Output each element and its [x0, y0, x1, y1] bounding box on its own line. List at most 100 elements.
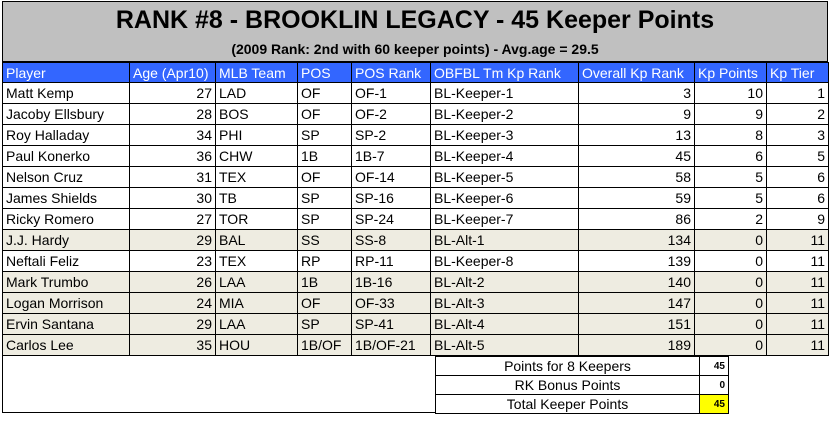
cell-pos[interactable]: OF	[297, 103, 352, 125]
cell-player[interactable]: Ervin Santana	[2, 313, 130, 335]
cell-tm-kp-rank[interactable]: BL-Keeper-8	[430, 250, 579, 272]
cell-kp-tier[interactable]: 2	[766, 103, 829, 125]
cell-age[interactable]: 35	[129, 334, 216, 356]
cell-mlb-team[interactable]: BOS	[215, 103, 298, 125]
cell-kp-points[interactable]: 2	[694, 208, 767, 230]
cell-kp-tier[interactable]: 11	[766, 334, 829, 356]
cell-age[interactable]: 36	[129, 145, 216, 167]
cell-pos[interactable]: 1B/OF	[297, 334, 352, 356]
cell-overall-kp-rank[interactable]: 3	[578, 82, 695, 104]
cell-overall-kp-rank[interactable]: 147	[578, 292, 695, 314]
cell-kp-tier[interactable]: 11	[766, 313, 829, 335]
col-header-pos[interactable]: POS	[297, 62, 352, 83]
total-value[interactable]: 45	[699, 394, 729, 414]
cell-pos[interactable]: 1B	[297, 145, 352, 167]
cell-tm-kp-rank[interactable]: BL-Keeper-5	[430, 166, 579, 188]
points-value[interactable]: 45	[699, 356, 729, 376]
cell-tm-kp-rank[interactable]: BL-Keeper-6	[430, 187, 579, 209]
cell-age[interactable]: 29	[129, 313, 216, 335]
cell-pos-rank[interactable]: SS-8	[351, 229, 431, 251]
cell-mlb-team[interactable]: TOR	[215, 208, 298, 230]
cell-overall-kp-rank[interactable]: 13	[578, 124, 695, 146]
cell-player[interactable]: Carlos Lee	[2, 334, 130, 356]
cell-player[interactable]: Mark Trumbo	[2, 271, 130, 293]
cell-tm-kp-rank[interactable]: BL-Keeper-7	[430, 208, 579, 230]
cell-kp-tier[interactable]: 5	[766, 145, 829, 167]
cell-overall-kp-rank[interactable]: 139	[578, 250, 695, 272]
cell-overall-kp-rank[interactable]: 59	[578, 187, 695, 209]
cell-age[interactable]: 26	[129, 271, 216, 293]
cell-pos[interactable]: SP	[297, 124, 352, 146]
cell-pos-rank[interactable]: 1B-7	[351, 145, 431, 167]
bonus-value[interactable]: 0	[699, 375, 729, 395]
cell-kp-points[interactable]: 5	[694, 166, 767, 188]
cell-tm-kp-rank[interactable]: BL-Alt-1	[430, 229, 579, 251]
col-header-kp-tier[interactable]: Kp Tier	[766, 62, 829, 83]
cell-kp-points[interactable]: 0	[694, 334, 767, 356]
cell-pos-rank[interactable]: RP-11	[351, 250, 431, 272]
cell-mlb-team[interactable]: TEX	[215, 250, 298, 272]
cell-pos[interactable]: SP	[297, 187, 352, 209]
cell-overall-kp-rank[interactable]: 134	[578, 229, 695, 251]
cell-player[interactable]: Logan Morrison	[2, 292, 130, 314]
cell-pos-rank[interactable]: OF-1	[351, 82, 431, 104]
col-header-tm-kp-rank[interactable]: OBFBL Tm Kp Rank	[430, 62, 579, 83]
cell-overall-kp-rank[interactable]: 45	[578, 145, 695, 167]
cell-tm-kp-rank[interactable]: BL-Keeper-1	[430, 82, 579, 104]
cell-mlb-team[interactable]: LAA	[215, 313, 298, 335]
cell-age[interactable]: 24	[129, 292, 216, 314]
cell-kp-tier[interactable]: 11	[766, 292, 829, 314]
cell-pos[interactable]: OF	[297, 292, 352, 314]
cell-pos[interactable]: SS	[297, 229, 352, 251]
cell-player[interactable]: Roy Halladay	[2, 124, 130, 146]
cell-player[interactable]: Neftali Feliz	[2, 250, 130, 272]
col-header-mlb-team[interactable]: MLB Team	[215, 62, 298, 83]
cell-tm-kp-rank[interactable]: BL-Alt-3	[430, 292, 579, 314]
cell-kp-points[interactable]: 5	[694, 187, 767, 209]
cell-overall-kp-rank[interactable]: 151	[578, 313, 695, 335]
cell-pos[interactable]: OF	[297, 82, 352, 104]
cell-pos[interactable]: SP	[297, 208, 352, 230]
cell-overall-kp-rank[interactable]: 86	[578, 208, 695, 230]
cell-pos-rank[interactable]: 1B/OF-21	[351, 334, 431, 356]
col-header-overall-kp-rank[interactable]: Overall Kp Rank	[578, 62, 695, 83]
cell-kp-points[interactable]: 10	[694, 82, 767, 104]
cell-mlb-team[interactable]: MIA	[215, 292, 298, 314]
cell-age[interactable]: 34	[129, 124, 216, 146]
cell-mlb-team[interactable]: LAD	[215, 82, 298, 104]
cell-tm-kp-rank[interactable]: BL-Keeper-4	[430, 145, 579, 167]
cell-player[interactable]: Matt Kemp	[2, 82, 130, 104]
cell-player[interactable]: Jacoby Ellsbury	[2, 103, 130, 125]
cell-kp-points[interactable]: 0	[694, 292, 767, 314]
cell-pos-rank[interactable]: OF-33	[351, 292, 431, 314]
cell-pos[interactable]: OF	[297, 166, 352, 188]
col-header-pos-rank[interactable]: POS Rank	[351, 62, 431, 83]
cell-pos-rank[interactable]: SP-41	[351, 313, 431, 335]
cell-age[interactable]: 30	[129, 187, 216, 209]
cell-mlb-team[interactable]: PHI	[215, 124, 298, 146]
cell-player[interactable]: Paul Konerko	[2, 145, 130, 167]
cell-pos[interactable]: RP	[297, 250, 352, 272]
cell-kp-points[interactable]: 0	[694, 250, 767, 272]
cell-kp-tier[interactable]: 6	[766, 187, 829, 209]
cell-age[interactable]: 29	[129, 229, 216, 251]
cell-player[interactable]: J.J. Hardy	[2, 229, 130, 251]
cell-kp-points[interactable]: 8	[694, 124, 767, 146]
cell-age[interactable]: 27	[129, 82, 216, 104]
cell-kp-tier[interactable]: 6	[766, 166, 829, 188]
cell-pos[interactable]: SP	[297, 313, 352, 335]
cell-overall-kp-rank[interactable]: 140	[578, 271, 695, 293]
cell-mlb-team[interactable]: HOU	[215, 334, 298, 356]
cell-age[interactable]: 31	[129, 166, 216, 188]
cell-player[interactable]: Ricky Romero	[2, 208, 130, 230]
cell-mlb-team[interactable]: LAA	[215, 271, 298, 293]
cell-kp-points[interactable]: 0	[694, 271, 767, 293]
cell-overall-kp-rank[interactable]: 189	[578, 334, 695, 356]
cell-mlb-team[interactable]: CHW	[215, 145, 298, 167]
cell-kp-tier[interactable]: 11	[766, 250, 829, 272]
cell-overall-kp-rank[interactable]: 9	[578, 103, 695, 125]
cell-kp-tier[interactable]: 11	[766, 271, 829, 293]
cell-kp-points[interactable]: 9	[694, 103, 767, 125]
cell-age[interactable]: 27	[129, 208, 216, 230]
cell-age[interactable]: 28	[129, 103, 216, 125]
